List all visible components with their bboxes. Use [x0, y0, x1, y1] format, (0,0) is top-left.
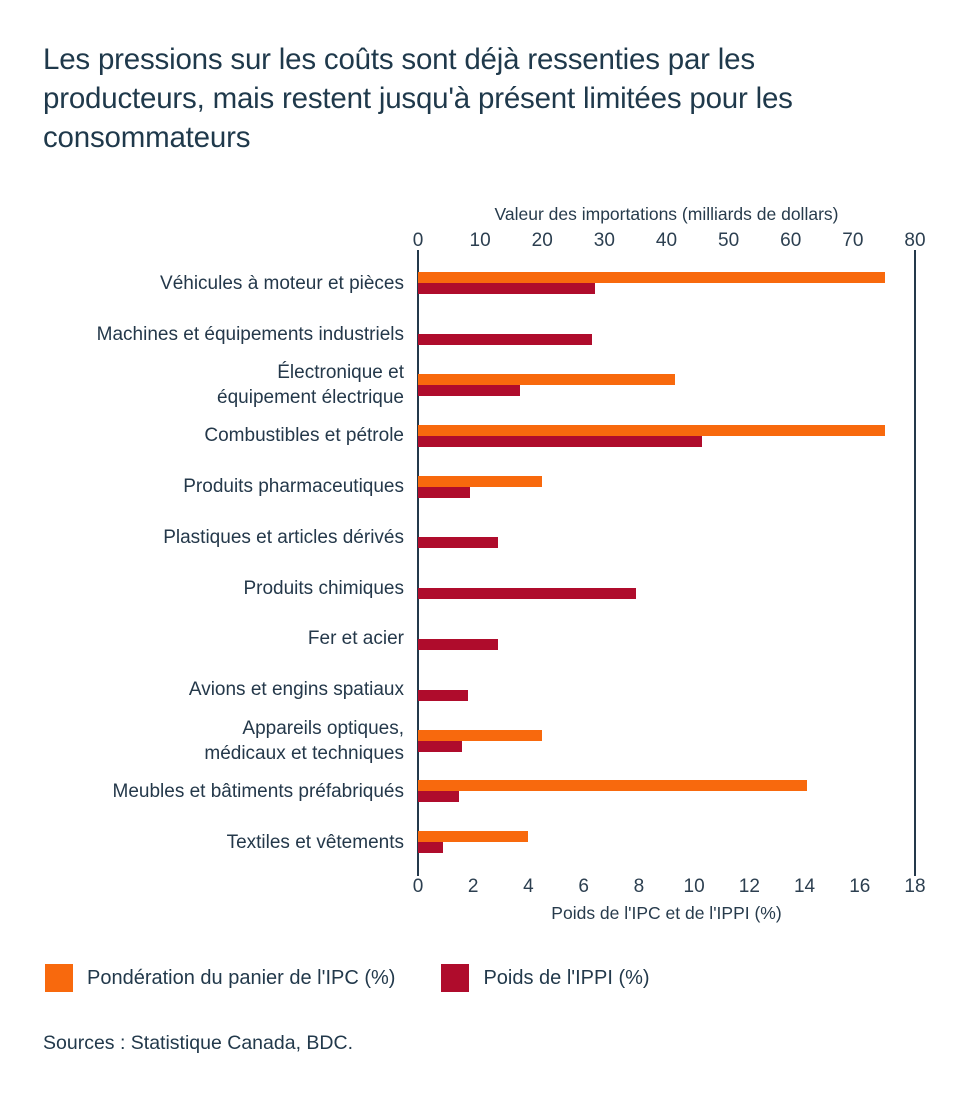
- category-row: Textiles et vêtements: [0, 817, 960, 868]
- left-axis-line: [417, 250, 419, 876]
- ippi-bar: [418, 740, 463, 752]
- category-row: Produits pharmaceutiques: [0, 461, 960, 512]
- ippi-bar: [418, 588, 637, 600]
- ipc-bar: [418, 780, 808, 792]
- category-row: Plastiques et articles dérivés: [0, 512, 960, 563]
- tick-label: 2: [467, 876, 479, 897]
- tick-label: 16: [849, 876, 871, 897]
- ippi-bar: [418, 537, 499, 549]
- bar-group: [418, 729, 915, 752]
- page-title: Les pressions sur les coûts sont déjà re…: [43, 43, 793, 154]
- bar-group: [418, 323, 915, 346]
- bar-rows: Véhicules à moteur et pièces Machines et …: [0, 258, 960, 868]
- category-label: Avions et engins spatiaux: [188, 679, 404, 701]
- legend-label-ippi: Poids de l'IPPI (%): [483, 966, 650, 989]
- sources-note: Sources : Statistique Canada, BDC.: [43, 1032, 353, 1054]
- ipc-bar: [418, 729, 543, 741]
- bottom-axis-ticks: 0 2 4 6 8 10 12 14 16 18: [413, 876, 926, 898]
- tick-label: 80: [904, 230, 926, 251]
- bottom-axis-title: Poids de l'IPC et de l'IPPI (%): [551, 903, 782, 923]
- ipc-bar: [418, 272, 885, 284]
- tick-label: 8: [633, 876, 645, 897]
- category-label: Plastiques et articles dérivés: [163, 526, 404, 548]
- ippi-bar: [418, 791, 460, 803]
- category-label: Textiles et vêtements: [226, 831, 404, 853]
- bar-group: [418, 831, 915, 854]
- legend-swatch-ippi: [441, 964, 470, 992]
- top-axis-title: Valeur des importations (milliards de do…: [494, 204, 839, 224]
- ippi-bar: [418, 283, 595, 295]
- ipc-bar: [418, 424, 885, 436]
- top-axis-ticks: 0 10 20 30 40 50 60 70 80: [413, 230, 926, 252]
- category-row: Produits chimiques: [0, 563, 960, 614]
- tick-label: 10: [683, 876, 705, 897]
- ippi-bar: [418, 486, 471, 498]
- legend-label-ipc: Pondération du panier de l'IPC (%): [87, 966, 396, 989]
- bar-group: [418, 679, 915, 701]
- legend-item: Pondération du panier de l'IPC (%): [45, 964, 395, 992]
- ippi-bar: [418, 334, 592, 346]
- category-row: Meubles et bâtiments préfabriqués: [0, 766, 960, 817]
- ipc-bar: [418, 373, 675, 385]
- category-row: Combustibles et pétrole: [0, 410, 960, 461]
- tick-label: 70: [842, 230, 864, 251]
- tick-label: 0: [412, 876, 424, 897]
- category-label: Appareils optiques, médicaux et techniqu…: [204, 717, 404, 764]
- ippi-bar: [418, 689, 468, 701]
- tick-label: 4: [523, 876, 534, 897]
- ipc-bar: [418, 475, 543, 487]
- category-row: Fer et acier: [0, 614, 960, 665]
- category-row: Électronique et équipement électrique: [0, 360, 960, 411]
- tick-label: 12: [738, 876, 760, 897]
- tick-label: 14: [793, 876, 816, 897]
- category-label: Meubles et bâtiments préfabriqués: [112, 780, 405, 802]
- category-row: Avions et engins spatiaux: [0, 664, 960, 715]
- bar-group: [418, 526, 915, 549]
- category-label: Véhicules à moteur et pièces: [160, 272, 404, 294]
- legend-swatch-ipc: [45, 964, 73, 992]
- tick-label: 20: [531, 230, 553, 251]
- ippi-bar: [418, 638, 499, 650]
- legend-item: Poids de l'IPPI (%): [441, 964, 650, 992]
- category-label: Fer et acier: [307, 628, 404, 650]
- bar-group: [418, 272, 915, 295]
- right-axis-line: [914, 250, 916, 876]
- tick-label: 30: [593, 230, 615, 251]
- bar-group: [418, 780, 915, 803]
- tick-label: 60: [780, 230, 802, 251]
- category-row: Véhicules à moteur et pièces: [0, 258, 960, 309]
- bar-group: [418, 577, 915, 600]
- bar-group: [418, 424, 915, 447]
- ippi-bar: [418, 384, 521, 396]
- category-row: Machines et équipements industriels: [0, 309, 960, 360]
- category-label: Produits chimiques: [243, 577, 404, 599]
- category-label: Produits pharmaceutiques: [183, 476, 404, 498]
- tick-label: 40: [655, 230, 678, 251]
- category-label: Électronique et équipement électrique: [217, 361, 404, 408]
- category-label: Combustibles et pétrole: [204, 425, 404, 447]
- tick-label: 0: [412, 230, 424, 251]
- ippi-bar: [418, 435, 703, 447]
- tick-label: 50: [718, 230, 740, 251]
- bar-group: [418, 628, 915, 650]
- tick-label: 10: [469, 230, 491, 251]
- ippi-bar: [418, 842, 443, 854]
- chart-legend: Pondération du panier de l'IPC (%) Poids …: [45, 964, 650, 992]
- tick-label: 6: [578, 876, 589, 897]
- category-row: Appareils optiques, médicaux et techniqu…: [0, 715, 960, 766]
- bar-group: [418, 475, 915, 498]
- category-label: Machines et équipements industriels: [96, 323, 404, 345]
- ipc-bar: [418, 831, 529, 843]
- tick-label: 18: [904, 876, 926, 897]
- bar-group: [418, 373, 915, 396]
